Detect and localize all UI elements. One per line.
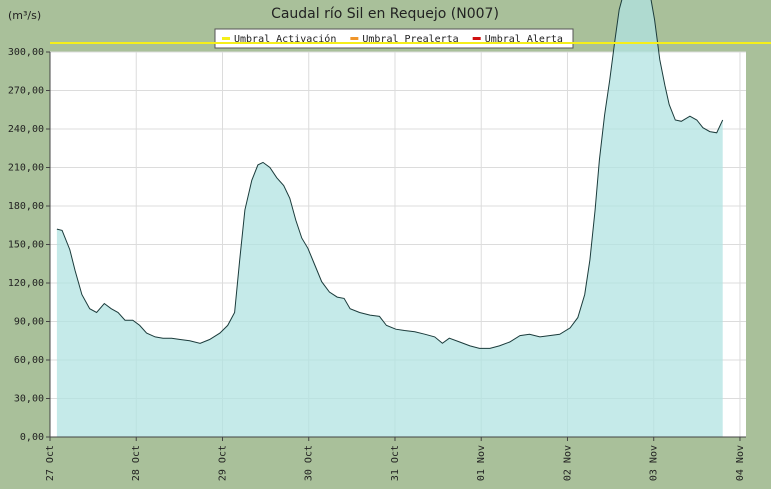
- flow-line: [56, 0, 724, 349]
- y-tick-label: 240,00: [8, 124, 44, 135]
- x-tick-label: 29 Oct: [217, 445, 228, 481]
- y-tick-label: 180,00: [8, 201, 44, 212]
- x-tick-label: 03 Nov: [649, 445, 660, 481]
- y-tick-label: 270,00: [8, 86, 44, 97]
- legend-label: Umbral Activación: [234, 33, 336, 45]
- x-tick-label: 30 Oct: [304, 445, 315, 481]
- legend-swatch: [472, 37, 481, 40]
- y-tick-label: 60,00: [14, 355, 44, 366]
- y-tick-label: 210,00: [8, 163, 44, 174]
- legend-label: Umbral Prealerta: [362, 34, 458, 45]
- x-tick-label: 04 Nov: [735, 445, 746, 481]
- y-tick-label: 90,00: [14, 317, 44, 328]
- legend-swatch: [350, 37, 359, 40]
- x-tick-label: 02 Nov: [562, 445, 573, 481]
- y-tick-label: 150,00: [8, 240, 44, 251]
- chart-title: Caudal río Sil en Requejo (N007): [271, 6, 499, 22]
- y-tick-label: 120,00: [8, 278, 44, 289]
- x-tick-label: 01 Nov: [476, 445, 487, 481]
- y-tick-label: 30,00: [14, 394, 44, 405]
- legend-label: Umbral Alerta: [485, 34, 563, 45]
- y-tick-label: 0,00: [20, 432, 44, 443]
- y-tick-label: 300,00: [8, 47, 44, 58]
- x-tick-label: 28 Oct: [131, 445, 142, 481]
- legend-swatch: [222, 37, 230, 40]
- x-tick-label: 31 Oct: [390, 445, 401, 481]
- x-tick-label: 27 Oct: [45, 445, 56, 481]
- y-axis-label: (m³/s): [8, 9, 41, 22]
